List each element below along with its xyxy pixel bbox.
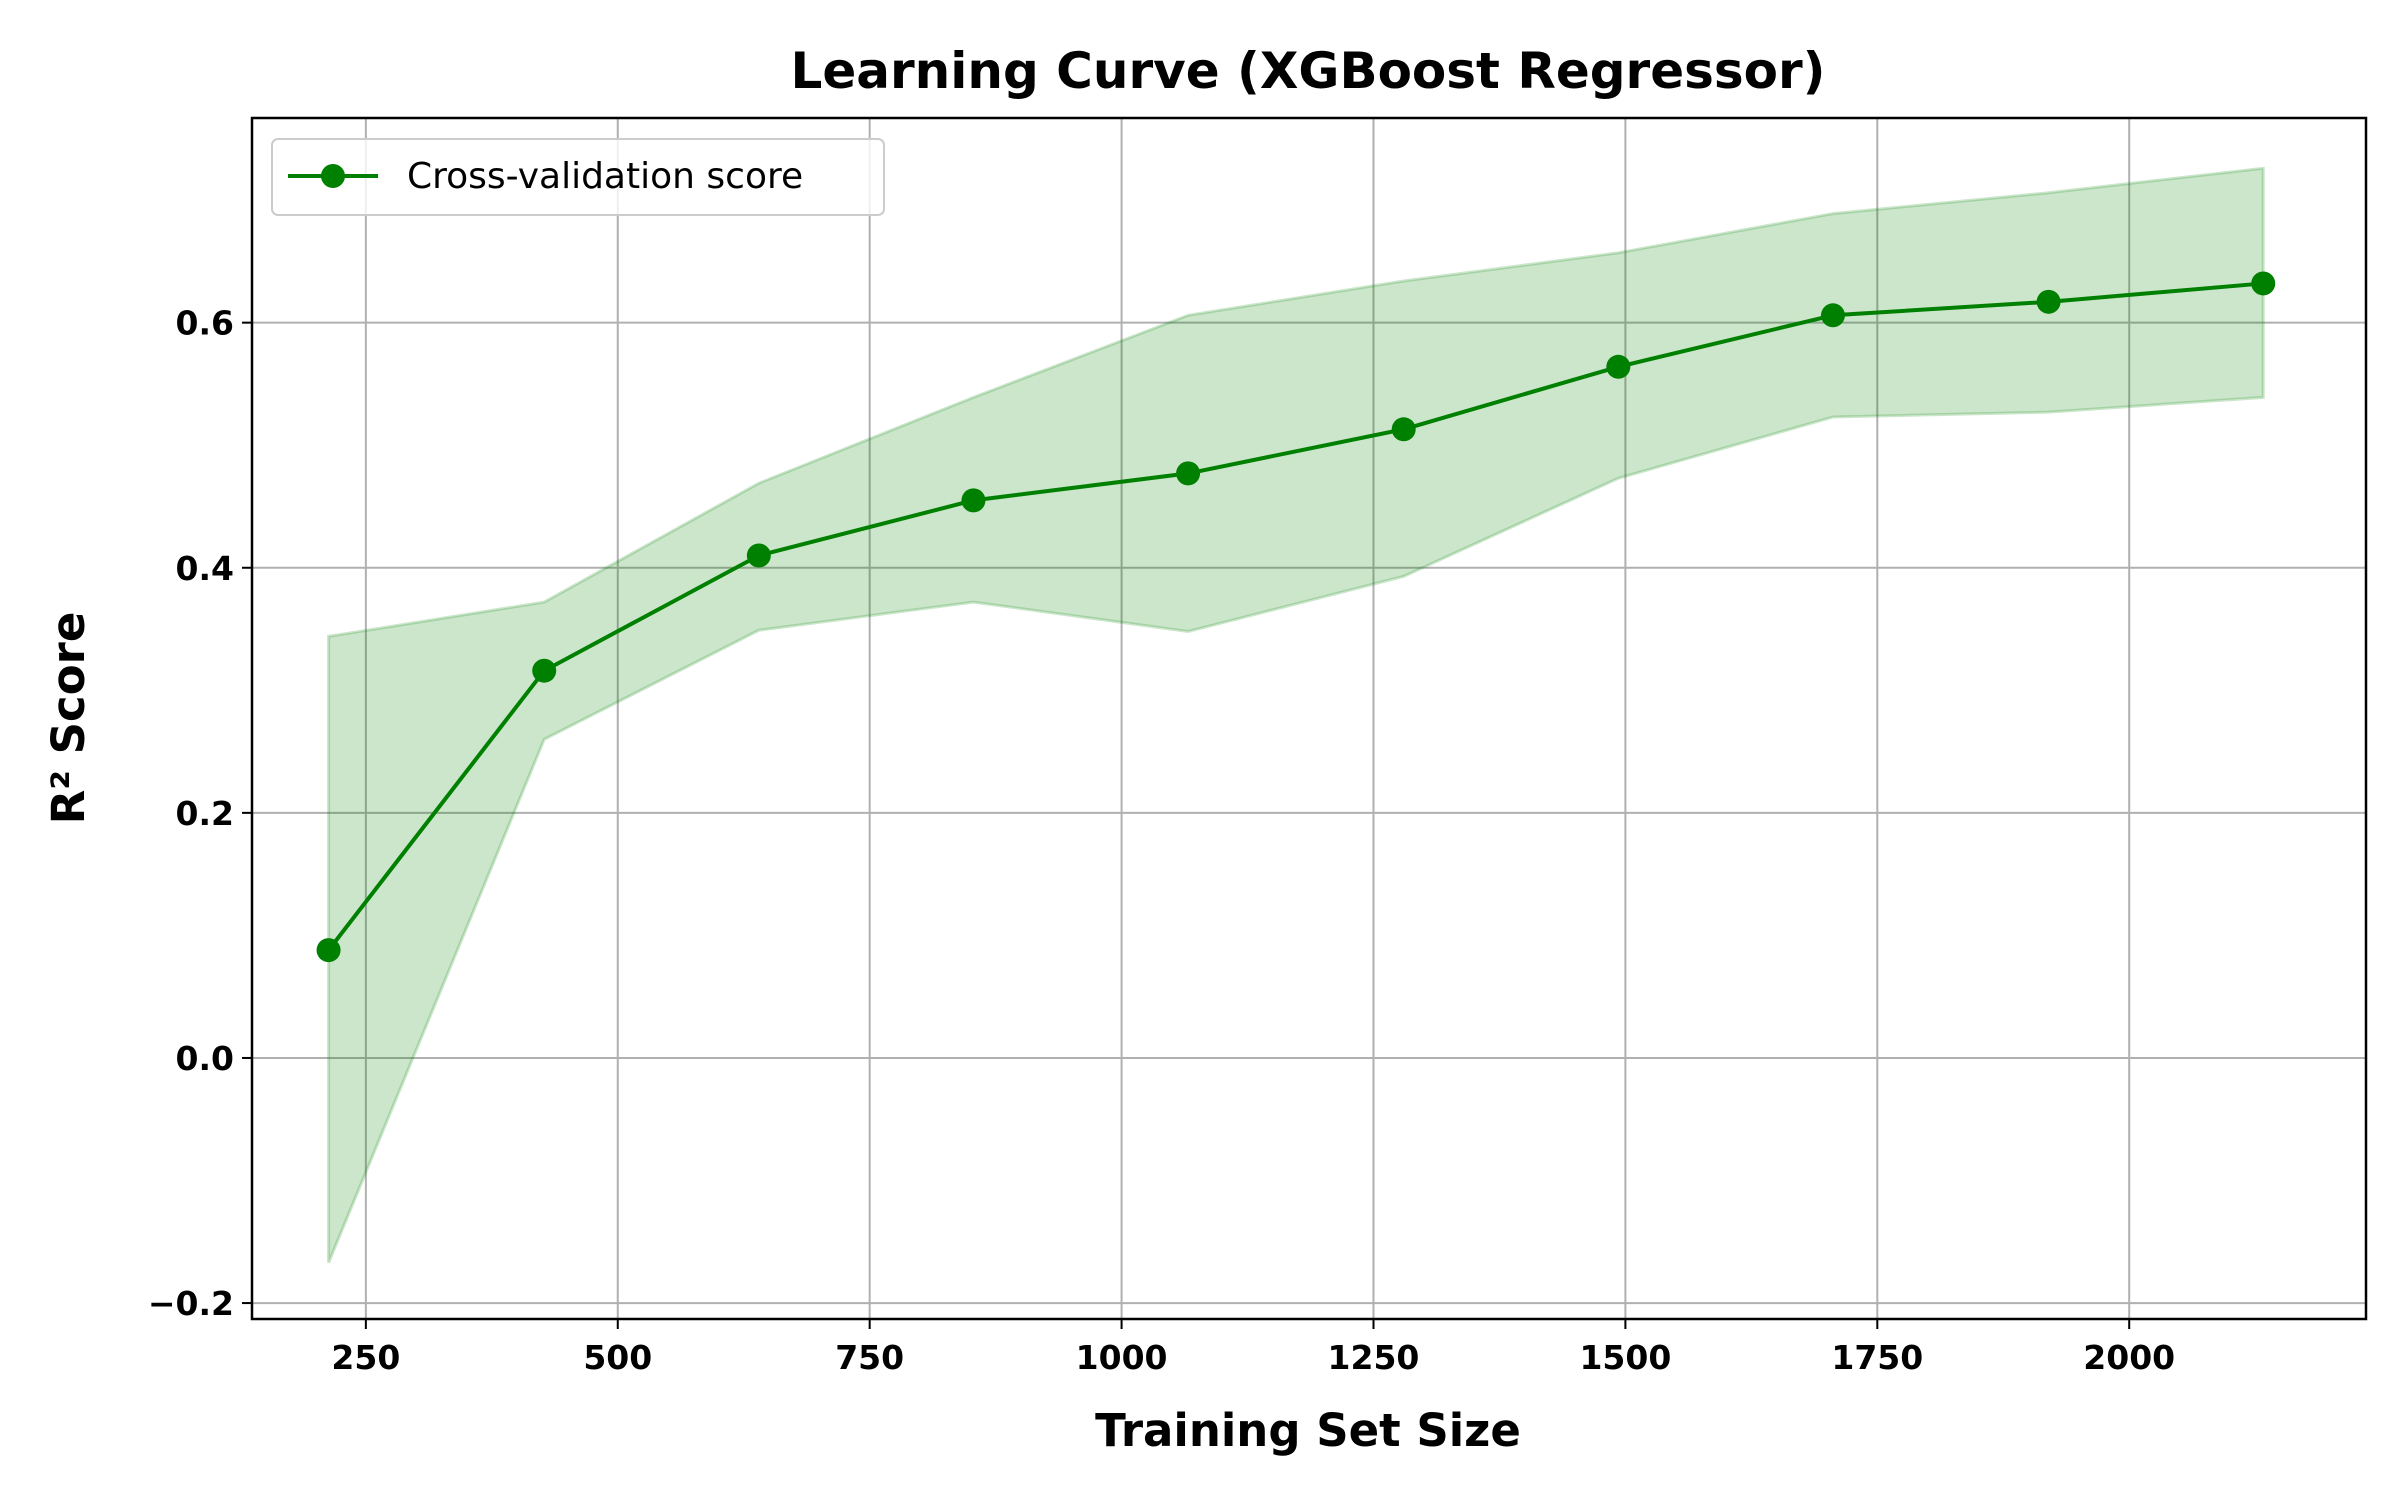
grid-lines [252,118,2366,1319]
plot-frame [250,116,2368,1321]
y-tick-label: 0.0 [176,1039,234,1078]
x-tick-label: 500 [583,1338,652,1377]
y-tick-label: 0.6 [176,304,234,343]
confidence-band-layer [327,166,2265,1264]
data-point [1391,417,1416,442]
series-markers-layer [316,271,2276,963]
data-point [1820,303,1845,328]
x-tick-label: 2000 [2083,1338,2175,1377]
y-axis-ticks: −0.2 0.0 0.2 0.4 0.6 [148,304,252,1323]
x-tick-label: 250 [331,1338,400,1377]
data-point [316,938,341,963]
x-axis-label: Training Set Size [1095,1404,1521,1457]
x-tick-label: 1750 [1831,1338,1923,1377]
series-line [326,281,2264,952]
confidence-band [327,166,2265,1264]
data-point [1176,461,1201,486]
x-axis-ticks: 250 500 750 1000 1250 1500 1750 2000 [331,1319,2175,1377]
data-point [2251,271,2276,296]
x-tick-label: 1000 [1076,1338,1168,1377]
data-point [2036,289,2061,314]
y-tick-label: 0.4 [176,549,234,588]
x-tick-label: 1250 [1328,1338,1420,1377]
y-tick-label: 0.2 [176,794,234,833]
data-point [1606,354,1631,379]
series-line-layer [326,281,2264,952]
x-tick-label: 1500 [1579,1338,1671,1377]
legend-box [271,138,885,216]
data-point [746,543,771,568]
data-point [961,488,986,513]
y-axis-label: R² Score [42,612,95,825]
legend: Cross-validation score [271,138,885,216]
legend-label: Cross-validation score [407,156,803,197]
data-point [532,658,557,683]
x-tick-label: 750 [835,1338,904,1377]
legend-marker-swatch [321,164,345,188]
y-tick-label: −0.2 [148,1284,234,1323]
chart-title: Learning Curve (XGBoost Regressor) [790,42,1825,100]
